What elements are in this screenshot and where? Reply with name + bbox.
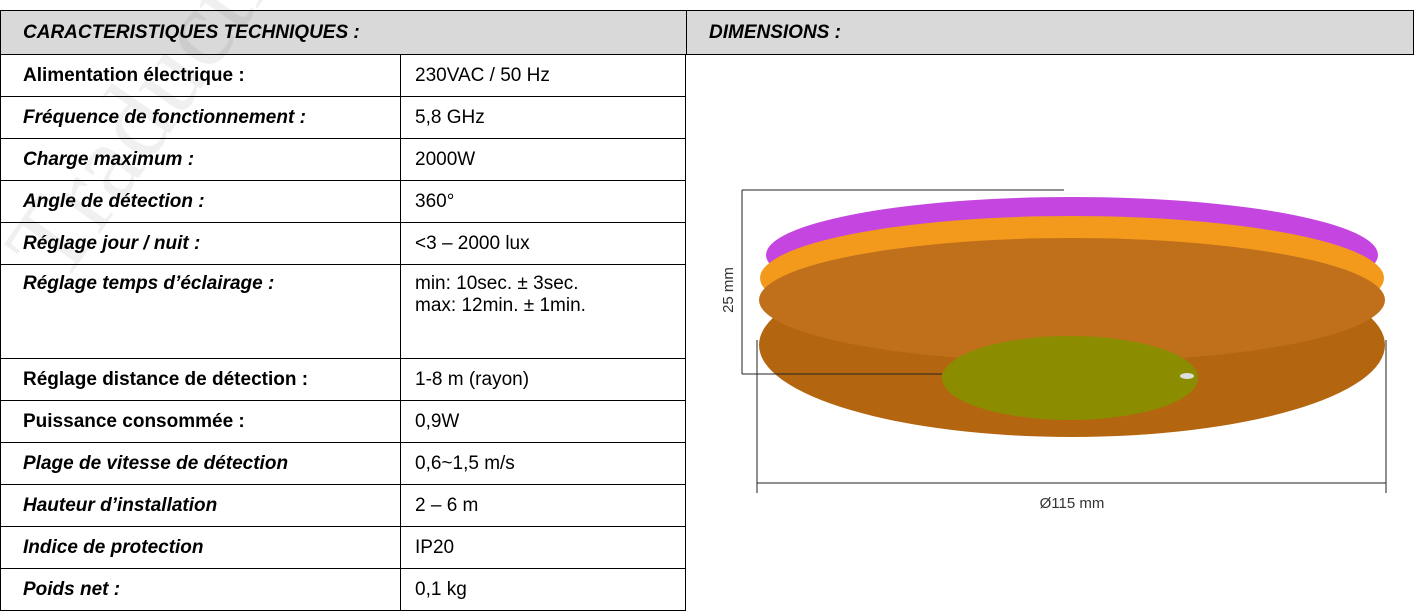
- lens: [942, 336, 1198, 420]
- lens-dot: [1180, 373, 1194, 379]
- height-label: 25 mm: [720, 267, 737, 313]
- diameter-label: Ø115 mm: [1040, 495, 1105, 512]
- page: CARACTERISTIQUES TECHNIQUES : DIMENSIONS…: [0, 0, 1414, 610]
